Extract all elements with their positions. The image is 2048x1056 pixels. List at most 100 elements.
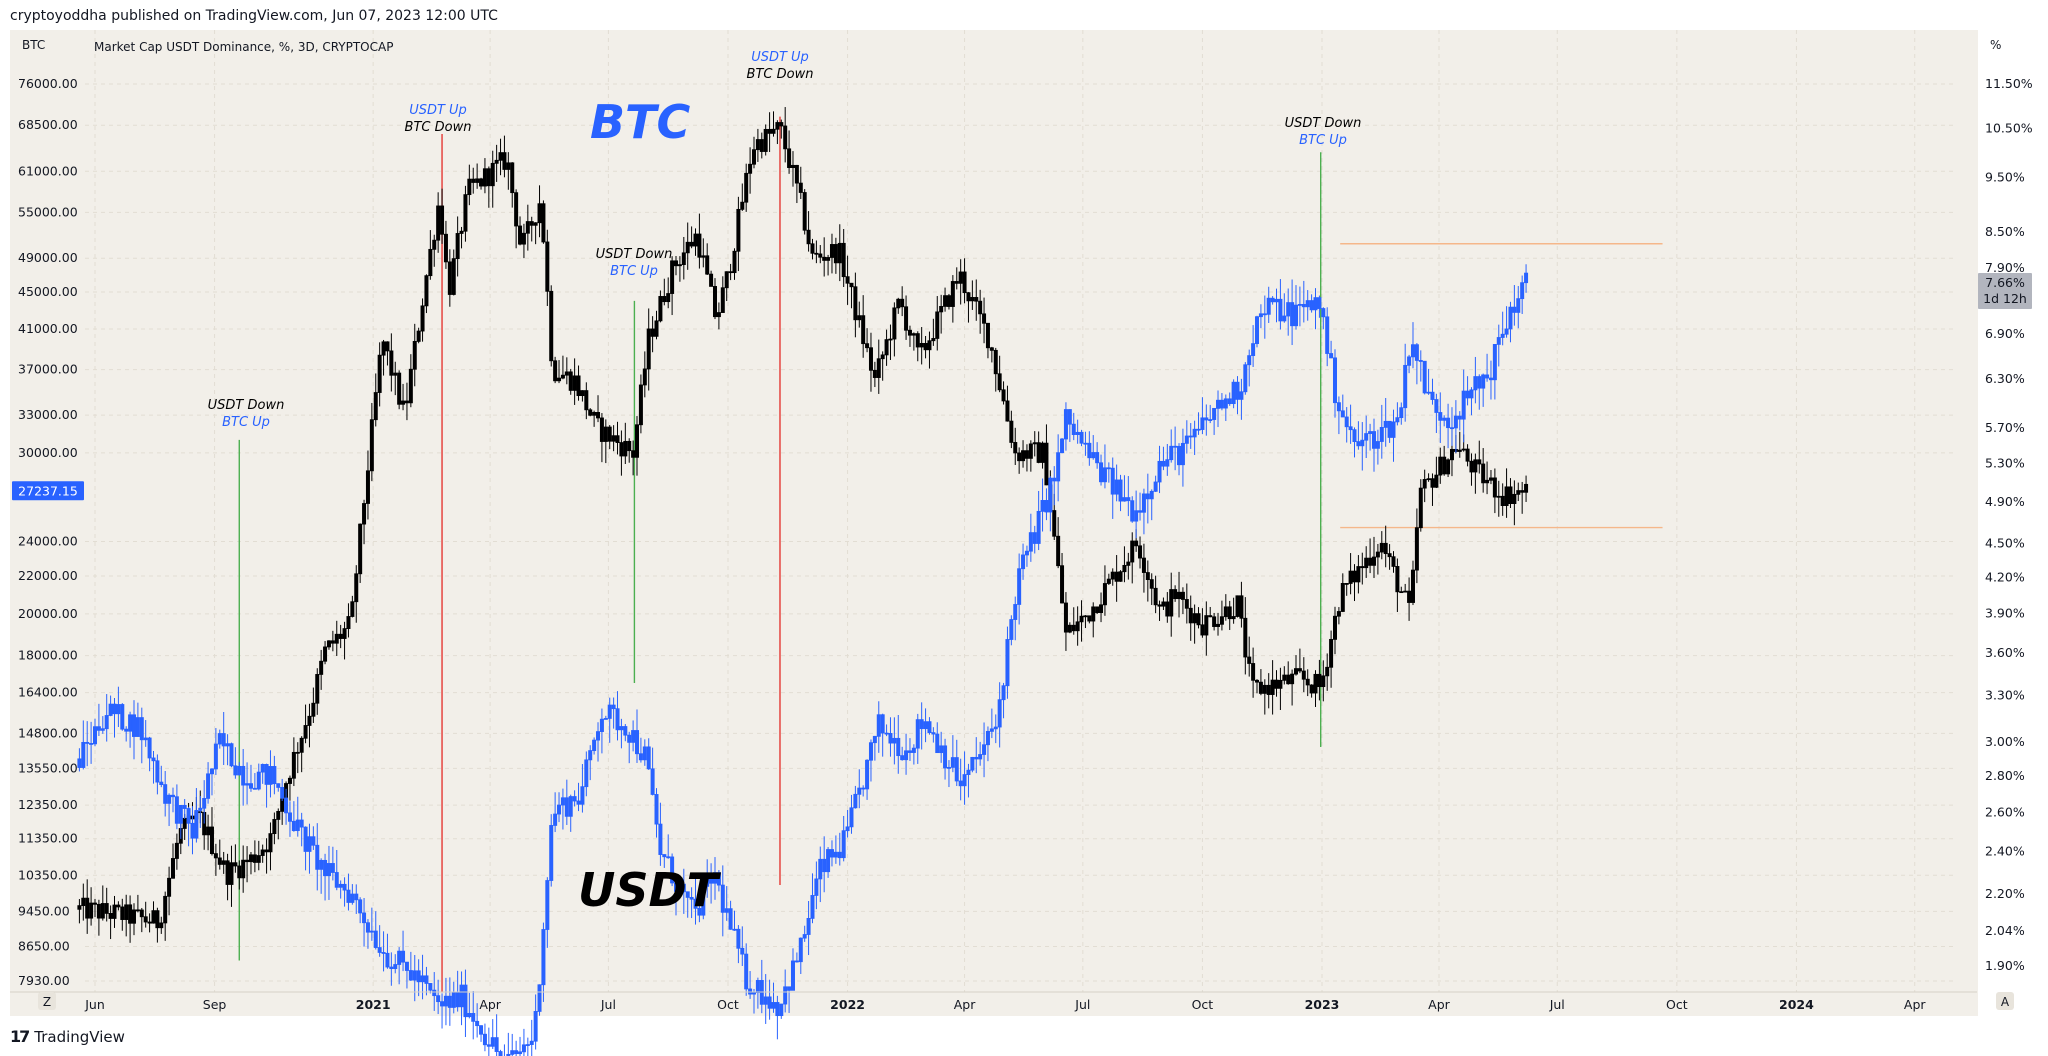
annotation-2-line2: BTC Down bbox=[404, 120, 472, 135]
time-axis[interactable]: Jun Sep 2021 Apr Jul Oct 2022 Apr Jul Oct 2023 Apr J… bbox=[10, 991, 1977, 1012]
candle-body bbox=[712, 872, 717, 884]
annotation-5: USDT Down BTC Up bbox=[1285, 115, 1362, 149]
candle-body bbox=[1383, 420, 1388, 428]
candle-body bbox=[1329, 353, 1334, 359]
candle-body bbox=[868, 347, 873, 371]
candle-body bbox=[93, 902, 98, 905]
candle-body bbox=[1063, 409, 1068, 440]
candle-body bbox=[323, 646, 328, 662]
candle-body bbox=[401, 950, 406, 963]
candle-body bbox=[525, 1044, 530, 1046]
candle-body bbox=[256, 855, 261, 863]
candle-body bbox=[783, 125, 788, 150]
candle-body bbox=[334, 872, 339, 888]
annotation-1-line1: USDT Down bbox=[207, 398, 285, 413]
candle-body bbox=[315, 844, 320, 870]
candle-body bbox=[1255, 316, 1260, 345]
tradingview-mark-icon: 17 bbox=[10, 1027, 30, 1046]
candle-body bbox=[393, 964, 398, 970]
candle-body bbox=[603, 718, 608, 720]
candle-body bbox=[1087, 442, 1092, 459]
candle-body bbox=[1410, 344, 1415, 358]
candle-body bbox=[755, 980, 760, 994]
auto-scale-button[interactable] bbox=[1996, 992, 2014, 1010]
time-tick-label: Oct bbox=[1666, 997, 1688, 1012]
tradingview-logo[interactable]: 17 TradingView bbox=[10, 1027, 125, 1046]
candle-body bbox=[1477, 459, 1482, 465]
candle-body bbox=[580, 390, 585, 397]
candle-body bbox=[545, 880, 550, 930]
candle-body bbox=[982, 744, 987, 755]
candle-body bbox=[865, 343, 870, 349]
candle-body bbox=[1157, 604, 1162, 607]
candle-body bbox=[1247, 355, 1252, 366]
candle-body bbox=[1348, 570, 1353, 584]
candle-body bbox=[693, 898, 698, 909]
candle-body bbox=[1079, 431, 1084, 444]
candle-body bbox=[163, 895, 168, 924]
candle-body bbox=[1141, 493, 1146, 513]
candle-body bbox=[393, 372, 398, 376]
right-tick-label: 1.90% bbox=[1985, 958, 2025, 973]
candle-body bbox=[1329, 638, 1334, 668]
candle-body bbox=[338, 633, 343, 639]
symbol-label[interactable]: BTC bbox=[22, 38, 46, 52]
time-tick-label: Apr bbox=[1428, 997, 1450, 1012]
series-legend[interactable]: Market Cap USDT Dominance, %, 3D, CRYPTO… bbox=[94, 40, 394, 54]
candle-body bbox=[389, 350, 394, 376]
candle-body bbox=[1352, 570, 1357, 583]
candle-body bbox=[997, 373, 1002, 391]
candle-body bbox=[1255, 679, 1260, 683]
candle-body bbox=[377, 354, 382, 393]
candle-body bbox=[167, 877, 172, 897]
candle-body bbox=[1071, 624, 1076, 632]
candle-body bbox=[670, 260, 675, 294]
candle-body bbox=[459, 230, 464, 234]
candle-body bbox=[1301, 303, 1306, 308]
candle-body bbox=[935, 311, 940, 339]
candle-body bbox=[1434, 399, 1439, 413]
right-tick-label: 3.60% bbox=[1985, 645, 2025, 660]
zoom-button[interactable] bbox=[38, 992, 56, 1010]
candle-body bbox=[779, 122, 784, 127]
candle-body bbox=[506, 162, 511, 170]
candle-body bbox=[416, 970, 421, 983]
candle-body bbox=[662, 296, 667, 303]
candle-body bbox=[1239, 595, 1244, 619]
candle-body bbox=[1364, 433, 1369, 441]
candle-body bbox=[911, 333, 916, 336]
candle-body bbox=[424, 275, 429, 307]
candle-body bbox=[1414, 344, 1419, 361]
candle-body bbox=[588, 409, 593, 416]
candle-body bbox=[1110, 467, 1115, 495]
candle-body bbox=[1219, 399, 1224, 409]
candle-body bbox=[888, 338, 893, 341]
candle-body bbox=[1032, 532, 1037, 544]
candle-body bbox=[1446, 417, 1451, 429]
candle-body bbox=[1485, 479, 1490, 484]
candle-body bbox=[1251, 663, 1256, 681]
price-badges: 27237.15 7.66%1d 12h bbox=[12, 273, 2032, 501]
candle-body bbox=[252, 854, 257, 863]
candle-body bbox=[1196, 613, 1201, 626]
candle-body bbox=[1516, 490, 1521, 495]
candle-body bbox=[268, 833, 273, 853]
candle-body bbox=[1512, 306, 1517, 313]
candle-body bbox=[872, 735, 877, 744]
candle-body bbox=[221, 733, 226, 747]
candle-body bbox=[1044, 500, 1049, 513]
candle-body bbox=[919, 342, 924, 348]
candle-body bbox=[89, 743, 94, 745]
candle-body bbox=[650, 328, 655, 337]
left-tick-label: 55000.00 bbox=[18, 204, 78, 219]
candle-body bbox=[592, 739, 597, 751]
candle-body bbox=[412, 970, 417, 981]
candle-body bbox=[978, 300, 983, 315]
candle-body bbox=[1375, 441, 1380, 449]
candle-body bbox=[1114, 479, 1119, 495]
candle-body bbox=[588, 750, 593, 761]
candle-body bbox=[900, 298, 905, 308]
candle-body bbox=[943, 745, 948, 769]
